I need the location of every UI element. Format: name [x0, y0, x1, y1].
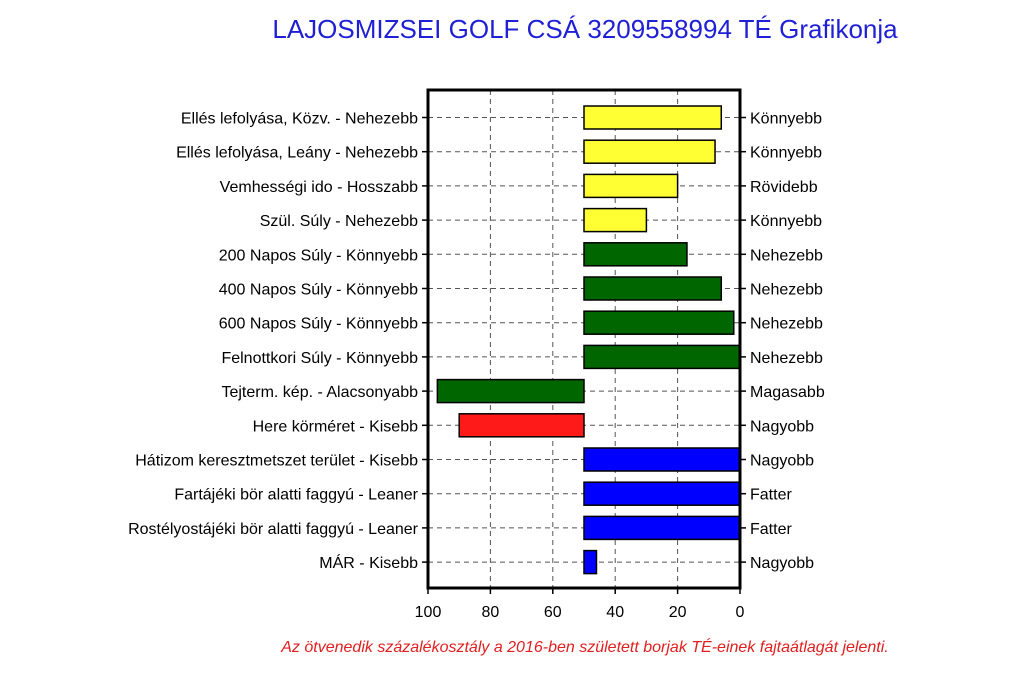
left-category-label: Vemhességi ido - Hosszabb	[220, 179, 418, 196]
bar	[583, 276, 723, 301]
right-category-label: Fatter	[750, 487, 792, 504]
right-category-label: Könnyebb	[750, 145, 822, 162]
left-labels: Ellés lefolyása, Közv. - Nehezebb Ellés l…	[128, 111, 419, 573]
right-category-label: Nehezebb	[750, 350, 823, 367]
footnote: Az ötvenedik százalékosztály a 2016-ben …	[281, 639, 889, 656]
left-category-label: 400 Napos Súly - Könnyebb	[219, 282, 418, 299]
bar	[583, 344, 741, 370]
bar	[458, 413, 585, 438]
x-tick-label: 0	[736, 604, 745, 621]
bar	[583, 310, 735, 335]
left-category-label: MÁR - Kisebb	[319, 553, 418, 572]
x-tick-label: 60	[544, 604, 562, 621]
bar	[583, 515, 741, 541]
left-category-label: Felnottkori Súly - Könnyebb	[221, 350, 418, 367]
right-category-label: Nehezebb	[750, 247, 823, 264]
grid-lines	[428, 90, 740, 588]
left-category-label: 200 Napos Súly - Könnyebb	[219, 247, 418, 264]
bar	[583, 447, 741, 472]
left-category-label: Szül. Súly - Nehezebb	[260, 213, 418, 230]
right-category-label: Nagyobb	[750, 453, 814, 470]
right-category-label: Nehezebb	[750, 282, 823, 299]
bar	[583, 549, 598, 575]
right-category-label: Magasabb	[750, 384, 825, 401]
x-tick-label: 40	[606, 604, 624, 621]
left-category-label: Ellés lefolyása, Leány - Nehezebb	[176, 145, 418, 162]
right-category-label: Könnyebb	[750, 111, 822, 128]
x-tick-label: 100	[415, 604, 442, 621]
x-tick-label: 20	[669, 604, 687, 621]
right-category-label: Nagyobb	[750, 555, 814, 572]
left-category-label: 600 Napos Súly - Könnyebb	[219, 316, 418, 333]
right-category-label: Nagyobb	[750, 418, 814, 435]
chart-title: LAJOSMIZSEI GOLF CSÁ 3209558994 TÉ Grafi…	[272, 14, 898, 44]
x-tick-labels: 100 80 60 40 20 0	[415, 604, 745, 621]
x-tick-label: 80	[482, 604, 500, 621]
axis-ticks	[422, 116, 746, 594]
right-category-label: Fatter	[750, 521, 792, 538]
bar	[583, 139, 716, 164]
left-category-label: Here körméret - Kisebb	[253, 418, 418, 435]
right-category-label: Nehezebb	[750, 316, 823, 333]
left-category-label: Hátizom keresztmetszet terület - Kisebb	[135, 453, 418, 470]
bar	[583, 481, 741, 506]
bar	[436, 378, 585, 404]
left-category-label: Fartájéki bör alatti faggyú - Leaner	[174, 487, 418, 504]
bars	[436, 105, 741, 575]
left-category-label: Ellés lefolyása, Közv. - Nehezebb	[181, 111, 418, 128]
left-category-label: Rostélyostájéki bör alatti faggyú - Lean…	[128, 521, 419, 538]
bar	[583, 242, 688, 267]
bar	[583, 105, 723, 130]
bar	[583, 207, 648, 233]
right-category-label: Könnyebb	[750, 213, 822, 230]
plot-frame	[426, 88, 742, 590]
bar	[583, 173, 679, 199]
left-category-label: Tejterm. kép. - Alacsonyabb	[221, 384, 418, 401]
right-category-label: Rövidebb	[750, 179, 818, 196]
right-labels: Könnyebb Könnyebb Rövidebb Könnyebb Nehezebb…	[750, 111, 825, 573]
